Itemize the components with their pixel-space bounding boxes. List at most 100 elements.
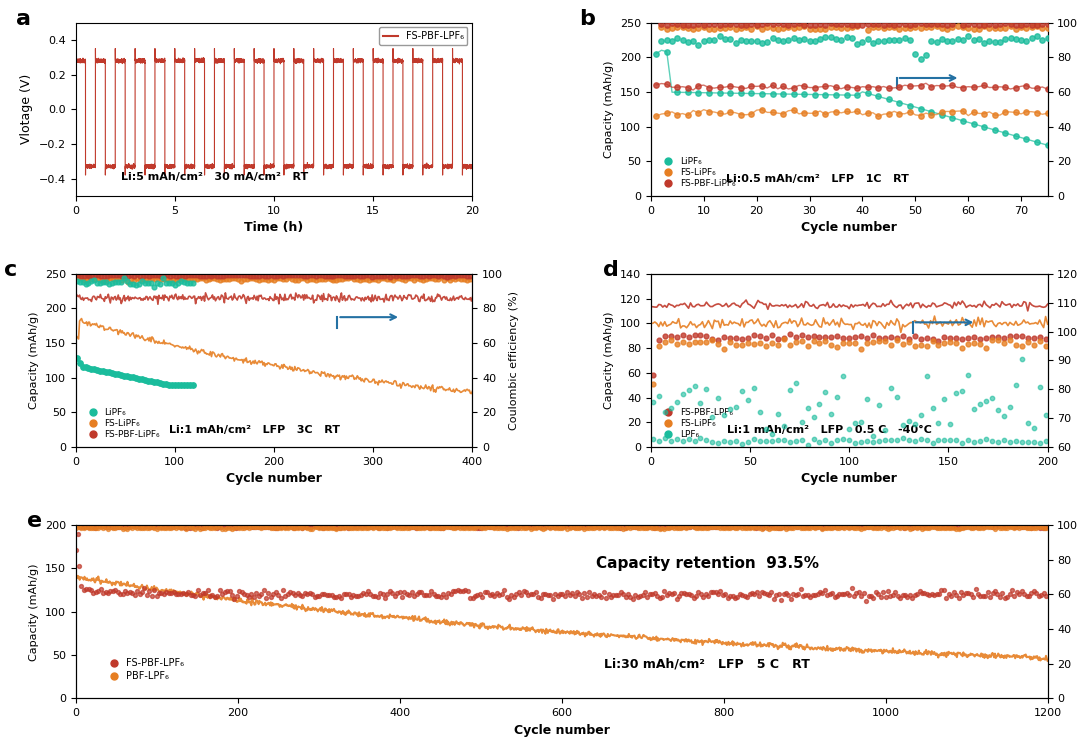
Point xyxy=(259,521,276,533)
Point xyxy=(220,273,238,285)
Point xyxy=(531,522,549,534)
Point xyxy=(460,521,477,533)
Point xyxy=(95,276,112,288)
Point xyxy=(154,273,172,285)
Point xyxy=(78,583,95,595)
Point xyxy=(906,330,923,342)
Point xyxy=(976,521,994,533)
Point xyxy=(811,587,828,599)
Point xyxy=(730,520,747,532)
Point xyxy=(298,589,315,601)
Point xyxy=(109,276,126,288)
Point xyxy=(259,587,276,599)
Point xyxy=(816,80,834,92)
Point xyxy=(502,520,519,532)
Point xyxy=(568,586,585,598)
Point xyxy=(984,587,1001,599)
Point xyxy=(964,18,982,30)
Point xyxy=(96,520,113,532)
Point xyxy=(787,336,805,348)
Point xyxy=(251,273,268,285)
Point xyxy=(423,269,441,281)
Point xyxy=(112,276,130,288)
Point xyxy=(750,521,767,533)
Point xyxy=(1008,435,1025,447)
Point xyxy=(276,590,294,602)
Point xyxy=(889,521,906,533)
Point xyxy=(907,520,924,532)
Point xyxy=(698,588,715,600)
Point xyxy=(111,588,129,600)
Point xyxy=(140,520,158,532)
Point xyxy=(505,522,523,534)
Point xyxy=(740,332,757,344)
Point xyxy=(149,272,166,284)
Point xyxy=(1020,520,1037,532)
Point xyxy=(743,35,760,47)
Point xyxy=(801,19,819,31)
Point xyxy=(321,590,338,602)
Point xyxy=(151,278,168,290)
Point xyxy=(869,522,887,534)
Point xyxy=(665,520,683,532)
Point xyxy=(981,35,998,47)
Point xyxy=(954,342,971,354)
Point xyxy=(745,433,762,445)
Point xyxy=(218,584,235,596)
Point xyxy=(216,586,233,598)
Point xyxy=(937,592,955,604)
Point xyxy=(340,272,357,284)
Point xyxy=(295,272,312,284)
Point xyxy=(738,521,755,533)
Point xyxy=(662,521,679,533)
Point xyxy=(799,403,816,415)
Point xyxy=(257,592,274,604)
Point xyxy=(902,105,919,117)
Point xyxy=(748,35,766,47)
Point xyxy=(328,591,346,603)
Point xyxy=(775,333,793,345)
Point xyxy=(613,520,631,532)
Point xyxy=(785,88,802,100)
Point xyxy=(785,82,802,94)
Point xyxy=(77,361,94,373)
Point xyxy=(271,273,288,285)
Point xyxy=(143,376,160,388)
Point xyxy=(555,520,572,532)
Point xyxy=(300,521,318,533)
Point xyxy=(621,520,638,532)
Point xyxy=(1008,107,1025,119)
Point xyxy=(310,521,327,533)
Point xyxy=(966,337,983,349)
Point xyxy=(781,436,798,448)
Point xyxy=(944,106,961,118)
Point xyxy=(846,523,863,535)
Point xyxy=(268,270,285,282)
Point xyxy=(337,270,354,282)
Point xyxy=(430,522,447,534)
Point xyxy=(296,587,313,599)
Point xyxy=(313,270,330,282)
Point xyxy=(160,522,177,534)
Point xyxy=(1008,379,1025,391)
Point xyxy=(272,522,289,534)
Point xyxy=(440,521,457,533)
Point xyxy=(865,522,882,534)
Point xyxy=(996,521,1013,533)
Point xyxy=(441,270,458,282)
Point xyxy=(757,423,774,435)
Point xyxy=(855,522,873,534)
Point xyxy=(444,270,461,282)
Point xyxy=(1025,422,1042,434)
Point xyxy=(778,587,795,599)
Point xyxy=(998,591,1015,603)
Point xyxy=(859,87,876,99)
Point xyxy=(728,339,745,351)
Point xyxy=(891,81,908,93)
Point xyxy=(971,520,988,532)
Point xyxy=(691,521,708,533)
Point xyxy=(917,520,934,532)
Point xyxy=(764,88,781,100)
Point xyxy=(811,23,828,35)
Point xyxy=(148,277,165,289)
